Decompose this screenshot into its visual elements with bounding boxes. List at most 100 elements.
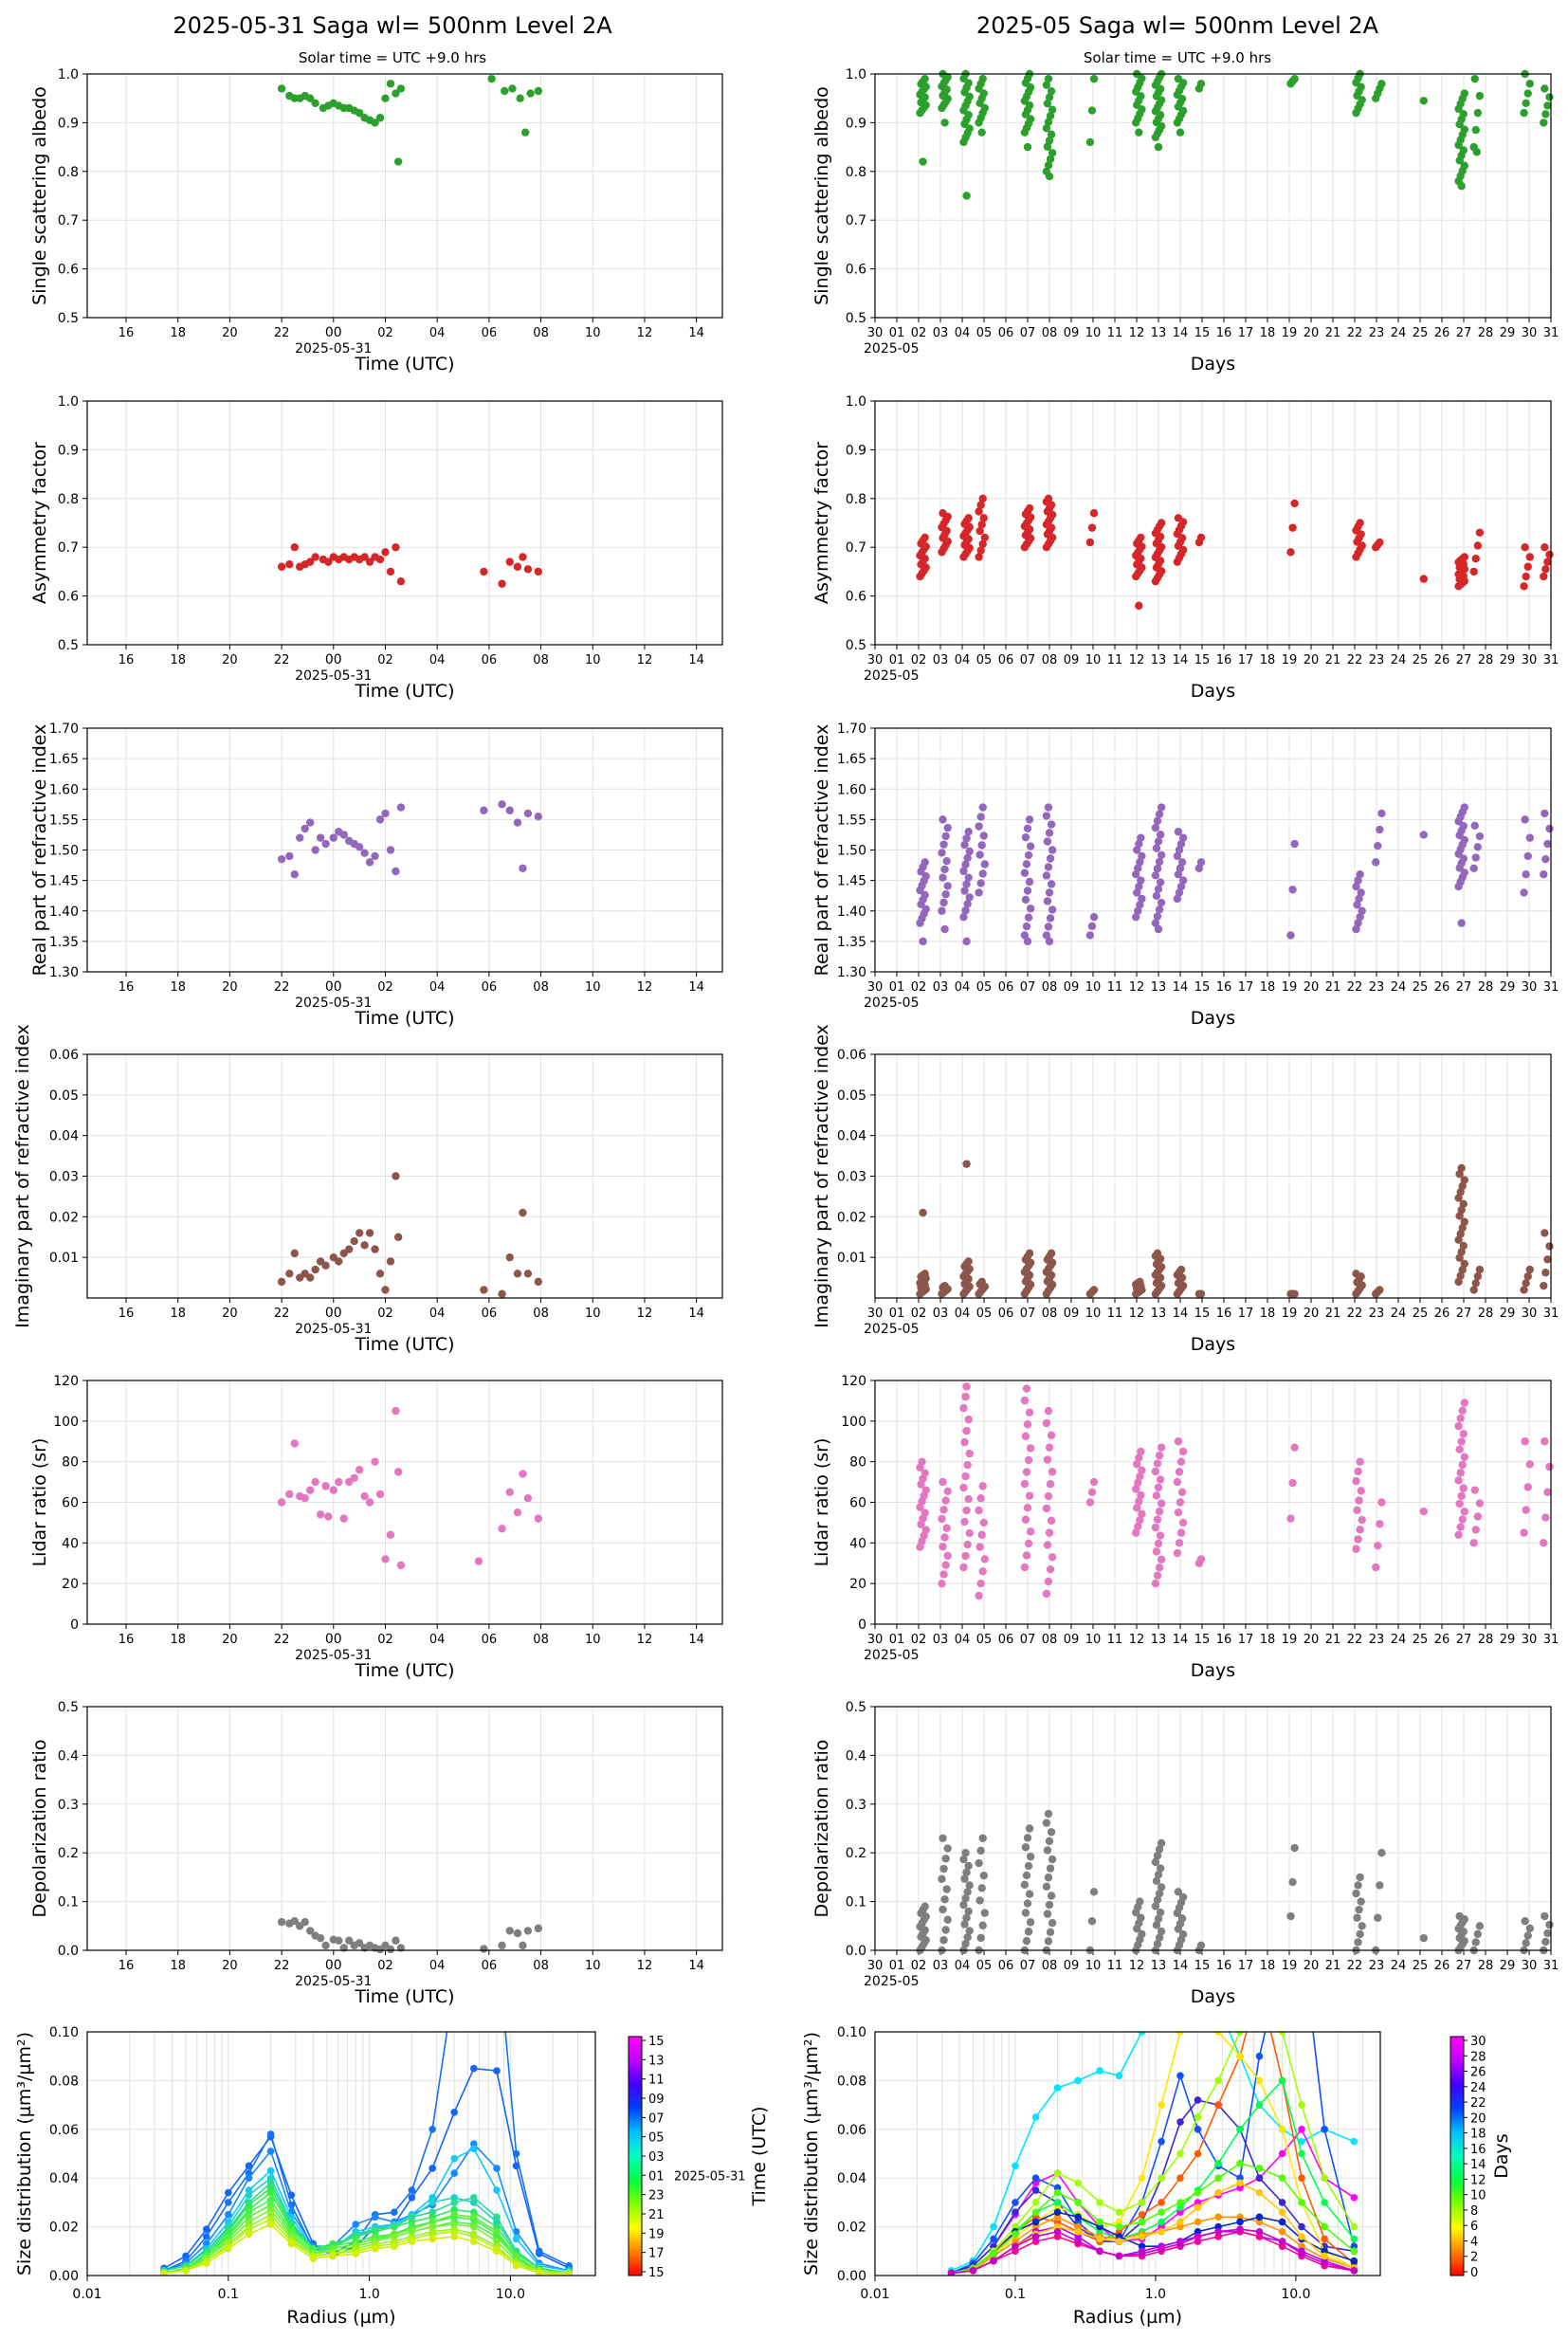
x-tick-label: 19: [1282, 653, 1298, 667]
data-point: [1045, 1900, 1054, 1910]
data-point: [311, 846, 319, 854]
data-point: [979, 514, 988, 522]
data-point: [1288, 523, 1297, 532]
data-point: [381, 809, 390, 818]
data-point: [1024, 913, 1033, 922]
data-point: [941, 1926, 950, 1934]
x-tick-label: 24: [1391, 653, 1407, 667]
data-point: [352, 2250, 359, 2258]
data-point: [1025, 1491, 1034, 1500]
x-tick-label: 11: [1107, 653, 1123, 667]
y-tick-label: 0.06: [49, 1048, 79, 1063]
data-point: [1194, 2218, 1202, 2226]
data-point: [534, 567, 543, 576]
data-point: [990, 2250, 997, 2258]
data-point: [1042, 81, 1051, 89]
data-point: [1158, 2208, 1165, 2216]
x-tick-label: 22: [274, 653, 290, 667]
x-tick-label: 22: [1347, 1307, 1363, 1321]
data-point: [1135, 1497, 1143, 1506]
data-point: [1042, 1504, 1051, 1513]
x-tick-label: 12: [637, 980, 653, 995]
data-point: [1354, 876, 1362, 885]
x-tick-label: 02: [911, 653, 927, 667]
data-point: [375, 555, 385, 564]
y-tick-label: 100: [841, 1415, 866, 1430]
data-point: [979, 89, 988, 98]
data-point: [1194, 864, 1204, 872]
data-point: [339, 831, 348, 839]
data-point: [1455, 1253, 1464, 1262]
data-point: [512, 2149, 520, 2158]
data-point: [1525, 553, 1535, 561]
data-point: [311, 99, 319, 108]
x-tick-label: 18: [170, 1307, 186, 1321]
y-tick-label: 120: [53, 1374, 79, 1389]
data-point: [1153, 912, 1162, 921]
data-point: [1321, 2252, 1328, 2260]
data-point: [1151, 1523, 1160, 1532]
x-tick-label: 01: [889, 1633, 905, 1647]
data-point: [1045, 1443, 1054, 1452]
data-point: [1278, 2126, 1286, 2133]
x-tick-label: 08: [533, 1307, 549, 1321]
data-point: [350, 1473, 358, 1483]
data-point: [1047, 1892, 1056, 1900]
data-point: [1454, 1194, 1463, 1202]
data-point: [505, 1927, 514, 1935]
data-point: [1138, 1929, 1146, 1939]
data-point: [1525, 1460, 1535, 1469]
data-point: [1255, 2227, 1264, 2236]
x-tick-label: 12: [1129, 653, 1145, 667]
data-point: [1458, 1266, 1467, 1274]
data-point: [939, 898, 948, 907]
x-tick-label: 20: [222, 653, 238, 667]
data-point: [1374, 842, 1382, 850]
y-tick-label: 1.0: [58, 394, 79, 410]
data-point: [160, 2269, 168, 2276]
x-tick-label: 14: [1173, 653, 1189, 667]
data-point: [1157, 1499, 1166, 1508]
y-tick-label: 0: [70, 1618, 79, 1633]
x-tick-label: 31: [1543, 1633, 1559, 1647]
data-point: [1138, 2218, 1146, 2226]
x-tick-label: 14: [1173, 1959, 1189, 1973]
data-point: [980, 1555, 990, 1563]
data-point: [1156, 1908, 1165, 1917]
date-label: 2025-05-31: [295, 341, 372, 356]
data-point: [277, 854, 286, 864]
data-point: [961, 1893, 970, 1903]
data-point: [305, 558, 315, 566]
data-point: [1290, 1443, 1299, 1452]
y-tick-label: 0.03: [49, 1170, 79, 1185]
x-tick-label: 30: [867, 326, 884, 340]
x-tick-label: 22: [274, 1959, 290, 1973]
data-point: [1043, 1541, 1052, 1549]
data-point: [1153, 1459, 1162, 1468]
data-point: [939, 1834, 947, 1842]
x-tick-label: 08: [1042, 653, 1058, 667]
y-tick-label: 0.6: [846, 590, 866, 605]
data-point: [1012, 2208, 1019, 2216]
data-point: [1044, 74, 1053, 83]
data-point: [939, 815, 947, 824]
data-point: [1459, 110, 1468, 119]
data-point: [990, 2235, 997, 2243]
y-tick-label: 0.06: [49, 2123, 79, 2138]
x-axis-label: Time (UTC): [354, 681, 454, 702]
data-point: [498, 579, 506, 588]
colorbar-tick-label: 17: [648, 2247, 665, 2261]
colorbar-tick-label: 15: [648, 2035, 665, 2049]
x-tick-label: 30: [867, 1959, 884, 1973]
y-tick-label: 1.65: [49, 752, 79, 767]
data-point: [980, 1909, 990, 1917]
x-tick-label: 14: [688, 1959, 704, 1973]
y-tick-label: 0.02: [837, 2221, 866, 2236]
data-point: [977, 128, 986, 137]
data-point: [943, 1844, 952, 1853]
x-tick-label: 18: [1260, 1307, 1276, 1321]
x-tick-label: 22: [1347, 653, 1363, 667]
data-point: [305, 1927, 315, 1935]
data-point: [1545, 550, 1554, 559]
y-tick-label: 0.0: [846, 1944, 866, 1959]
